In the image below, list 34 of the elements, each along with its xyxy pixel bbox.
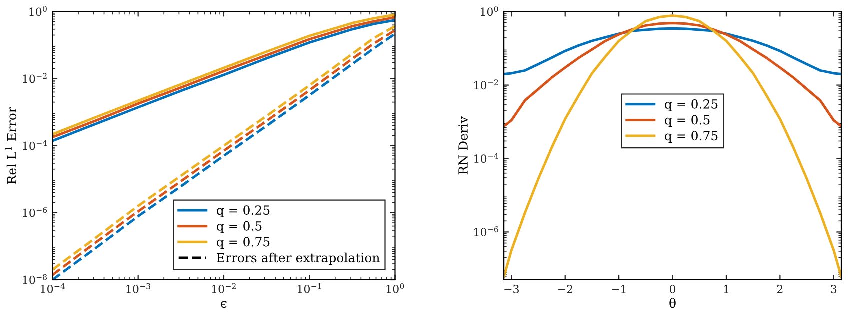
x-axis-title: θ [670,298,676,308]
x-tick-label: 3 [831,285,837,294]
y-tick-label: 10$^{−4}$ [474,153,499,164]
x-tick-label: 1 [724,285,728,294]
y-axis-title: Rel L$^{1}$ Error [5,107,17,184]
y-tick-label: 10$^{−2}$ [474,80,498,90]
line-series [504,14,842,278]
x-tick-label: −3 [504,285,520,294]
y-tick-label: 10$^{−2}$ [23,73,47,84]
x-tick-label: 10$^{−1}$ [298,283,322,294]
x-tick-label: −1 [612,285,626,294]
y-tick-label: 10$^{−8}$ [23,274,48,284]
y-tick-label: 10$^{−6}$ [23,207,48,218]
y-tick-label: 10$^{0}$ [480,6,498,16]
x-tick-label: 10$^{−4}$ [41,283,66,294]
legend-label: Errors after extrapolation [217,252,380,265]
y-tick-label: 10$^{0}$ [30,6,47,16]
x-axis-title: ϵ [221,301,227,308]
x-tick-label: 10$^{−2}$ [212,283,236,294]
y-tick-label: 10$^{−4}$ [23,140,48,150]
y-axis-title: RN Deriv [458,116,468,175]
x-tick-label: −2 [558,285,572,294]
legend-label: q = 0.5 [216,221,262,234]
line-series [504,22,842,128]
x-tick-label: 0 [670,285,676,294]
x-tick-label: 10$^{−3}$ [126,283,150,294]
legend-label: q = 0.25 [665,99,718,112]
x-tick-label: 2 [777,285,783,294]
y-tick-label: 10$^{−6}$ [474,226,498,237]
x-tick-label: 10$^{0}$ [386,283,404,294]
legend-label: q = 0.75 [216,237,270,250]
legend-label: q = 0.5 [665,115,710,128]
legend-label: q = 0.75 [665,131,718,144]
legend-label: q = 0.25 [216,206,270,218]
